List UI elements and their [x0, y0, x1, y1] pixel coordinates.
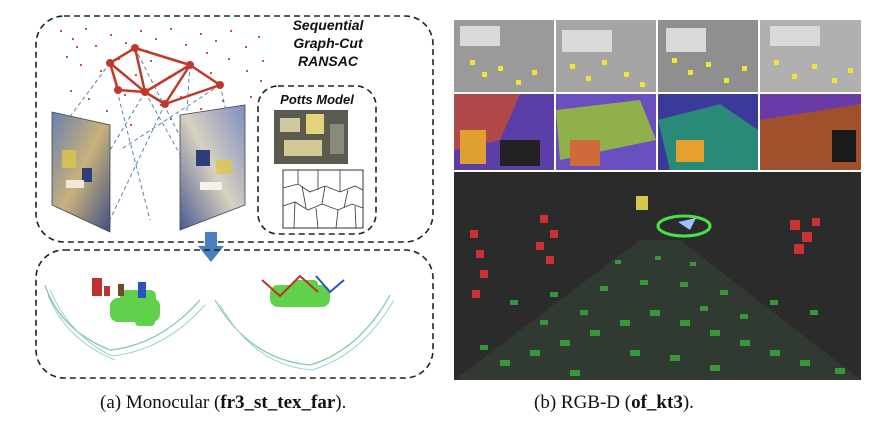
- figure-b-svg: [454, 20, 861, 380]
- box-label-line2: Graph-Cut: [293, 35, 364, 51]
- camera-image-left: [51, 111, 111, 233]
- caption-b-suffix: ).: [682, 392, 694, 413]
- figure-b-rgbd: [440, 0, 879, 390]
- box-label-line1: Sequential: [293, 17, 365, 33]
- reconstruction-box: [35, 249, 434, 379]
- caption-a-suffix: ).: [335, 392, 347, 413]
- feature-frames-row: [454, 20, 861, 92]
- reconstruction-left: [44, 278, 206, 361]
- caption-a-prefix: (a) Monocular (: [100, 392, 221, 413]
- potts-model-voronoi: [282, 169, 364, 229]
- potts-model-box: [257, 85, 377, 235]
- camera-image-right: [179, 104, 246, 231]
- box-label-line3: RANSAC: [298, 53, 359, 69]
- segmentation-frames-row: [454, 94, 861, 170]
- graph-cut-box: [35, 15, 434, 243]
- caption-b-prefix: (b) RGB-D (: [534, 392, 632, 413]
- potts-model-photo: [274, 110, 348, 164]
- down-arrow-icon: [198, 232, 224, 262]
- caption-b-dataset: of_kt3: [631, 392, 683, 413]
- potts-model-label: Potts Model: [280, 92, 354, 107]
- graph-cut-graph: [106, 44, 224, 108]
- figure-a-svg: Potts Model Sequential Graph-Cut RANSAC: [35, 15, 434, 379]
- caption-b: (b) RGB-D (of_kt3).: [534, 392, 694, 414]
- caption-a: (a) Monocular (fr3_st_tex_far).: [100, 392, 346, 414]
- caption-a-dataset: fr3_st_tex_far: [220, 392, 336, 413]
- figure-a-monocular: Potts Model Sequential Graph-Cut RANSAC: [0, 0, 440, 390]
- rgbd-3d-map: [454, 172, 861, 380]
- reconstruction-right: [214, 274, 395, 371]
